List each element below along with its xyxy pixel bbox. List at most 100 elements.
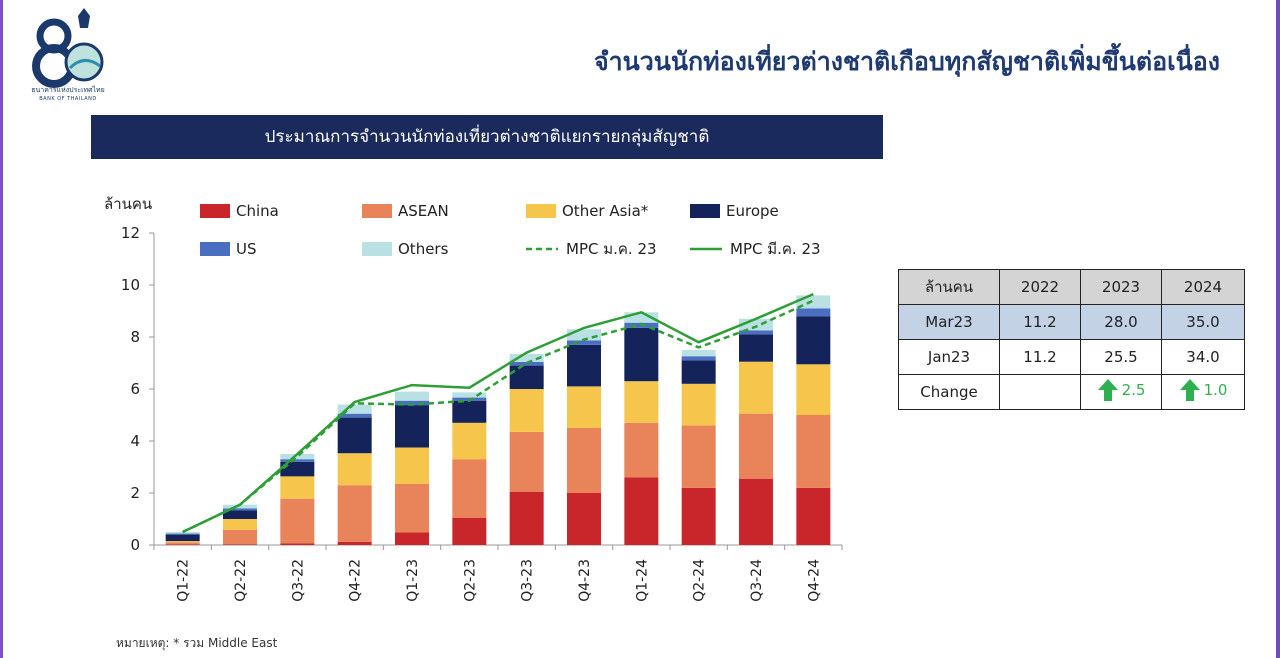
y-tick-label: 8 (130, 328, 140, 346)
table-year: 2024 (1161, 269, 1245, 305)
footnote: หมายเหตุ: * รวม Middle East (116, 636, 278, 650)
bar-segment-china (280, 543, 315, 545)
bar-segment-other-asia- (567, 386, 601, 428)
bar-segment-asean (280, 498, 315, 544)
table-cell: 2.5 (1080, 374, 1162, 410)
frame-border-left (0, 0, 3, 658)
bar-segment-china (452, 517, 487, 545)
bar-segment-us (165, 533, 200, 535)
x-tick-label: Q1-23 (405, 559, 421, 602)
table-year: 2023 (1080, 269, 1162, 305)
bar-segment-asean (796, 415, 831, 488)
table-cell: 25.5 (1080, 339, 1162, 375)
change-value: 2.5 (1121, 381, 1146, 399)
x-tick-label: Q2-23 (462, 559, 478, 602)
bar-segment-china (337, 541, 372, 545)
bar-segment-us (280, 459, 315, 462)
bar-segment-china (395, 532, 429, 545)
legend-swatch (526, 204, 556, 218)
table-cell: 11.2 (999, 339, 1081, 375)
legend-swatch (690, 204, 720, 218)
chart-lines (182, 292, 814, 534)
bar-segment-others (223, 504, 257, 509)
bar-segment-europe (739, 334, 773, 362)
page-title: จำนวนนักท่องเที่ยวต่างชาติเกือบทุกสัญชาต… (593, 47, 1220, 76)
table-unit: ล้านคน (898, 269, 1000, 305)
x-tick-label: Q1-24 (634, 559, 650, 602)
bar-segment-asean (223, 529, 257, 545)
table-cell: 34.0 (1161, 339, 1245, 375)
bar-segment-us (681, 356, 716, 361)
x-tick-label: Q2-24 (692, 559, 708, 602)
bar-segment-china (681, 487, 716, 545)
bar-segment-us (796, 308, 831, 317)
bar-segment-other-asia- (280, 476, 315, 499)
frame-border-right (1276, 0, 1280, 658)
logo-text: ธนาคารแห่งประเทศไทย BANK OF THAILAND (31, 86, 105, 102)
bar-segment-other-asia- (796, 364, 831, 415)
bar-segment-asean (395, 483, 429, 533)
bar-segment-others (280, 454, 315, 460)
row-label: Change (898, 374, 1000, 410)
bar-segment-europe (624, 327, 659, 382)
bar-segment-us (223, 508, 257, 511)
legend-swatch (362, 242, 392, 256)
table-row: Jan23 11.2 25.5 34.0 (898, 339, 1245, 375)
chart-legend: China ASEAN Other Asia* Europe US Others MPC ม… (200, 202, 821, 258)
bar-segment-china (739, 478, 773, 545)
bar-segment-europe (452, 400, 487, 423)
bar-segment-others (739, 318, 773, 331)
bar-segment-europe (337, 417, 372, 454)
legend-swatch (200, 242, 230, 256)
bar-segment-europe (796, 316, 831, 365)
bar-segment-other-asia- (223, 519, 257, 530)
x-tick-label: Q2-22 (233, 559, 249, 602)
legend-swatch (362, 204, 392, 218)
legend-label: MPC มี.ค. 23 (730, 240, 821, 258)
bar-segment-us (395, 400, 429, 406)
y-tick-label: 4 (130, 432, 140, 450)
line-mpc-jan23 (182, 299, 814, 534)
bar-segment-china (165, 544, 200, 545)
table-year: 2022 (999, 269, 1081, 305)
table-cell (999, 374, 1081, 410)
bar-segment-us (337, 413, 372, 418)
bar-segment-other-asia- (452, 422, 487, 460)
x-tick-label: Q4-24 (806, 559, 822, 602)
bar-segment-asean (165, 542, 200, 545)
row-label: Mar23 (898, 304, 1000, 340)
y-tick-label: 10 (121, 276, 140, 294)
x-tick-label: Q4-23 (577, 559, 593, 602)
bar-segment-others (165, 532, 200, 534)
bar-segment-other-asia- (337, 453, 372, 486)
bar-segment-us (567, 340, 601, 345)
table-cell: 28.0 (1080, 304, 1162, 340)
legend-label: Others (398, 240, 449, 258)
bar-segment-others (681, 350, 716, 357)
table-cell: 11.2 (999, 304, 1081, 340)
up-arrow-icon (1097, 379, 1118, 401)
x-tick-label: Q3-24 (749, 559, 765, 602)
bar-segment-other-asia- (681, 383, 716, 426)
bar-segment-china (796, 487, 831, 545)
bar-segment-europe (395, 405, 429, 448)
bar-segment-asean (624, 422, 659, 478)
bar-segment-europe (567, 344, 601, 387)
up-arrow-icon (1179, 379, 1200, 401)
forecast-table: ล้านคน 2022 2023 2024 Mar23 11.2 28.0 35… (898, 269, 1245, 410)
bar-segment-china (223, 544, 257, 545)
table-row: Mar23 11.2 28.0 35.0 (898, 304, 1245, 340)
chart-banner: ประมาณการจำนวนนักท่องเที่ยวต่างชาติแยกรา… (91, 115, 883, 159)
bar-segment-asean (567, 428, 601, 493)
bar-segment-asean (681, 425, 716, 488)
y-tick-label: 0 (130, 536, 140, 554)
bar-segment-other-asia- (509, 389, 544, 432)
table-header-row: ล้านคน 2022 2023 2024 (898, 269, 1245, 305)
bar-segment-other-asia- (739, 361, 773, 414)
legend-label: Other Asia* (562, 202, 649, 220)
legend-label: US (236, 240, 257, 258)
bar-segment-others (395, 391, 429, 401)
chart-axes: 0 2 4 6 8 10 12 (121, 224, 843, 554)
x-tick-label: Q4-22 (348, 559, 364, 602)
y-tick-label: 6 (130, 380, 140, 398)
